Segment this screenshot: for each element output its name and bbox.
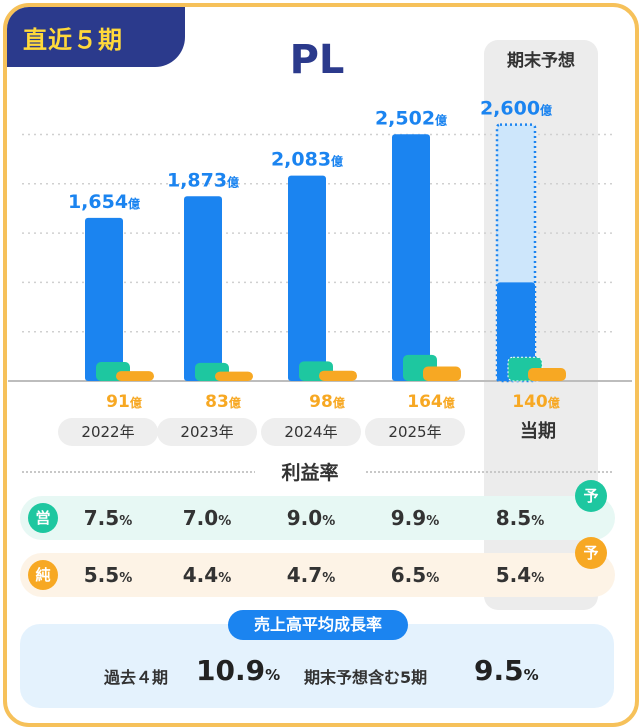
profit-unit: 億 <box>443 395 455 410</box>
operating-rate-value: 9.0% <box>261 503 361 537</box>
growth-forecast-value: 9.5% <box>474 654 539 687</box>
sales-unit: 億 <box>540 103 552 118</box>
net-icon: 純 <box>28 560 58 590</box>
sales-bar <box>392 134 430 381</box>
growth-forecast-number: 9.5 <box>474 654 524 687</box>
year-pill: 2022年 <box>58 418 158 446</box>
operating-rate-number: 9.0 <box>286 506 323 530</box>
net-rate-unit: % <box>426 571 440 586</box>
sales-bar-progress <box>497 282 535 381</box>
operating-rate-unit: % <box>119 514 133 529</box>
sales-label: 1,873億 <box>167 169 239 191</box>
forecast-mark-operating: 予 <box>575 480 607 512</box>
operating-rate-value: 8.5% <box>470 503 570 537</box>
net-rate-number: 4.4 <box>182 563 219 587</box>
net-bar <box>215 371 253 381</box>
operating-margin-row: 営 7.5% 7.0% 9.0% 9.9% 8.5% <box>20 496 615 540</box>
profit-unit: 億 <box>333 395 345 410</box>
profit-label: 91億 <box>106 392 142 412</box>
net-margin-row: 純 5.5% 4.4% 4.7% 6.5% 5.4% <box>20 553 615 597</box>
period-badge: 直近５期 <box>7 7 185 67</box>
year-pill: 2023年 <box>157 418 257 446</box>
operating-rate-unit: % <box>218 514 232 529</box>
sales-label: 1,654億 <box>68 191 140 213</box>
growth-box: 売上高平均成長率 過去４期 10.9% 期末予想含む5期 9.5% <box>20 610 614 708</box>
operating-rate-unit: % <box>322 514 336 529</box>
growth-past-unit: % <box>265 666 281 684</box>
net-rate-unit: % <box>322 571 336 586</box>
sales-bar <box>288 175 326 381</box>
sales-label: 2,502億 <box>375 107 447 129</box>
sales-bar <box>184 196 222 381</box>
net-rate-value: 6.5% <box>365 560 465 594</box>
operating-rate-unit: % <box>531 514 545 529</box>
profit-rate-title: 利益率 <box>255 458 365 485</box>
growth-forecast-label: 期末予想含む5期 <box>304 668 428 687</box>
operating-rate-value: 7.0% <box>157 503 257 537</box>
net-rate-value: 4.7% <box>261 560 361 594</box>
net-rate-number: 6.5 <box>390 563 427 587</box>
sales-unit: 億 <box>128 196 140 211</box>
net-bar <box>116 371 154 381</box>
net-bar <box>319 370 357 381</box>
growth-past-number: 10.9 <box>196 654 266 687</box>
profit-label: 164億 <box>407 392 455 412</box>
sales-label: 2,083億 <box>271 149 343 171</box>
bar-marks: 1,654億 91億 1,873億 83億 2,083億 98億 2,502億 164億 2,6… <box>68 98 566 412</box>
operating-rate-value: 7.5% <box>58 503 158 537</box>
net-rate-number: 5.5 <box>83 563 120 587</box>
growth-past-value: 10.9% <box>196 654 280 687</box>
sales-unit: 億 <box>435 112 447 127</box>
profit-unit: 億 <box>548 395 560 410</box>
profit-label: 140億 <box>512 392 560 412</box>
net-rate-value: 4.4% <box>157 560 257 594</box>
net-rate-unit: % <box>531 571 545 586</box>
profit-unit: 億 <box>130 395 142 410</box>
net-rate-number: 4.7 <box>286 563 323 587</box>
operating-rate-unit: % <box>426 514 440 529</box>
sales-label: 2,600億 <box>480 98 552 120</box>
operating-rate-number: 7.5 <box>83 506 120 530</box>
operating-rate-number: 7.0 <box>182 506 219 530</box>
growth-past-label: 過去４期 <box>104 668 169 687</box>
profit-label: 98億 <box>309 392 345 412</box>
year-pill: 2025年 <box>365 418 465 446</box>
operating-icon: 営 <box>28 503 58 533</box>
forecast-header: 期末予想 <box>507 50 575 71</box>
growth-title: 売上高平均成長率 <box>228 610 408 640</box>
year-pill: 2024年 <box>261 418 361 446</box>
operating-rate-number: 8.5 <box>495 506 532 530</box>
profit-label: 83億 <box>205 392 241 412</box>
sales-bar <box>85 217 123 381</box>
net-rate-value: 5.5% <box>58 560 158 594</box>
sales-unit: 億 <box>331 154 343 169</box>
net-rate-unit: % <box>218 571 232 586</box>
forecast-mark-net: 予 <box>575 537 607 569</box>
period-badge-label: 直近５期 <box>23 26 123 54</box>
net-bar <box>423 366 461 381</box>
net-bar <box>528 368 566 381</box>
operating-rate-value: 9.9% <box>365 503 465 537</box>
year-label-current: 当期 <box>520 421 556 442</box>
sales-unit: 億 <box>227 174 239 189</box>
growth-forecast-unit: % <box>523 666 539 684</box>
net-rate-value: 5.4% <box>470 560 570 594</box>
operating-rate-number: 9.9 <box>390 506 427 530</box>
chart-title: PL <box>289 37 345 83</box>
net-rate-unit: % <box>119 571 133 586</box>
net-rate-number: 5.4 <box>495 563 532 587</box>
profit-unit: 億 <box>229 395 241 410</box>
